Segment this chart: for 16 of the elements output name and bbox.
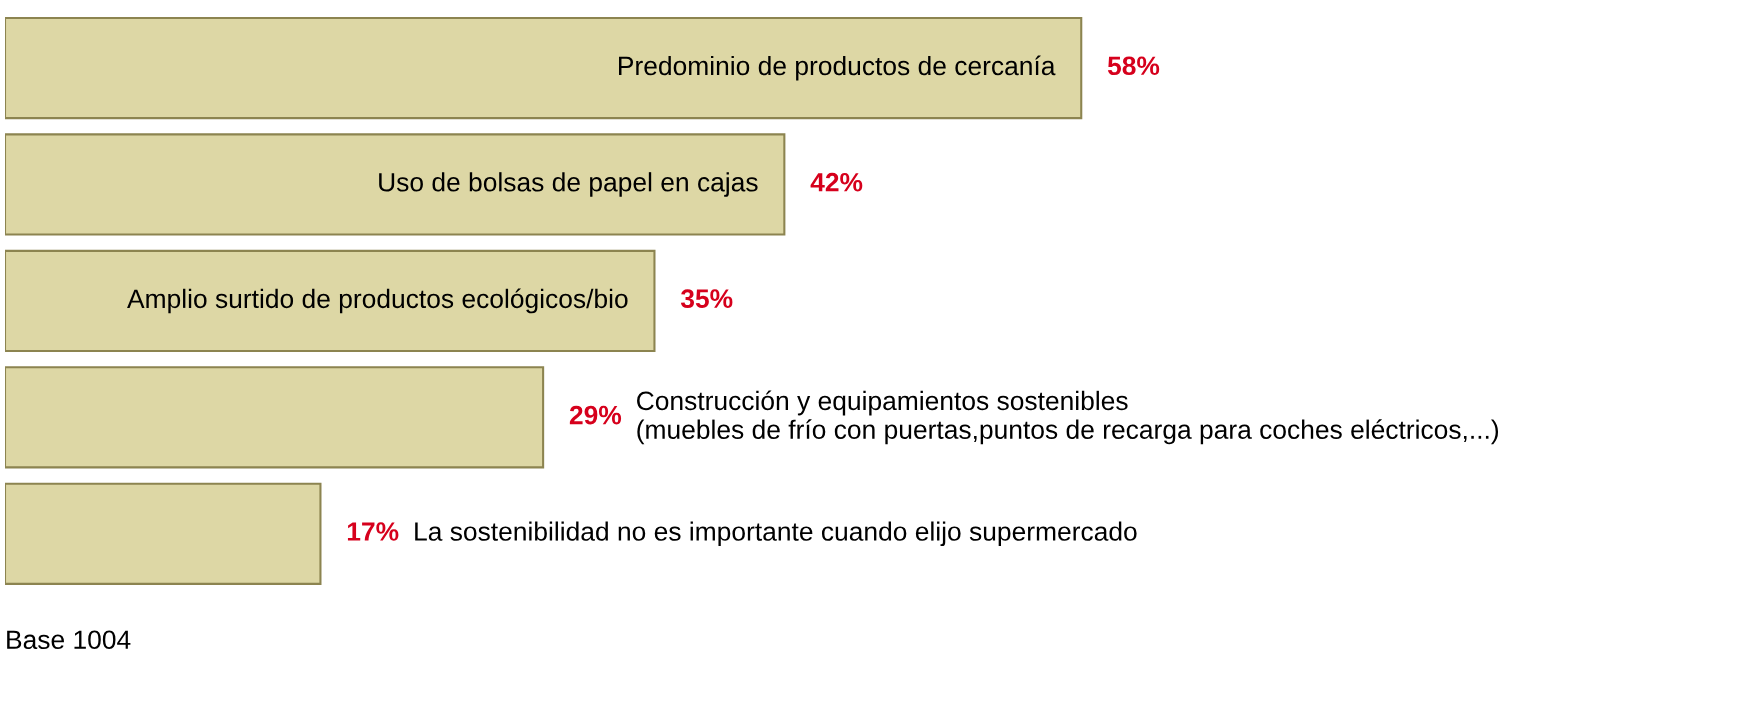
bar	[5, 133, 786, 236]
data-label: 29%	[569, 405, 622, 425]
bar	[5, 482, 322, 585]
y-tick-label: Predominio de productos de cercanía	[619, 55, 1056, 81]
y-tick-label: Amplio surtido de productos ecológicos/bio	[127, 288, 628, 314]
data-label: 58%	[1107, 56, 1160, 76]
y-tick-label: La sostenibilidad no es importante cuando elijo supermercado	[415, 521, 1137, 547]
text: Base 1004	[7, 630, 131, 650]
bar	[5, 249, 656, 353]
data-label: 35%	[680, 289, 733, 309]
data-label: 42%	[810, 172, 863, 192]
y-tick-label: Uso de bolsas de papel en cajas	[379, 172, 758, 197]
data-label: 17%	[347, 522, 399, 541]
y-tick-label: Construcción y equipamientos sostenibles (muebles de frío con puertas,puntos de recarga para coches eléctricos,...)	[637, 390, 1499, 445]
bar	[5, 16, 1083, 120]
bar	[5, 366, 545, 469]
